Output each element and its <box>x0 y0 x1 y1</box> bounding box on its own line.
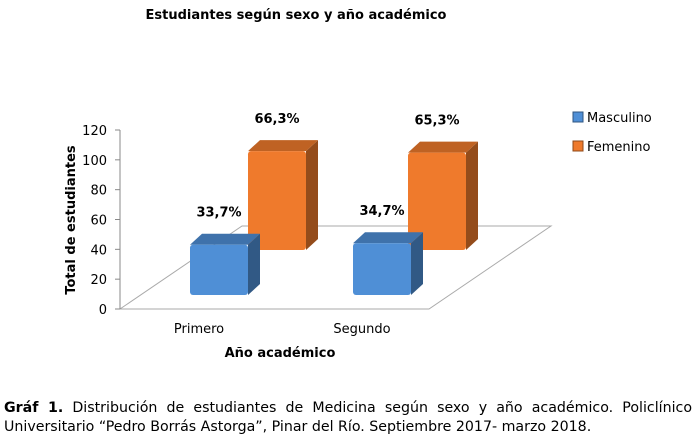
x-axis-label: Año académico <box>225 346 336 361</box>
legend-label: Femenino <box>587 140 651 155</box>
bar-top <box>190 233 260 245</box>
legend-swatch <box>572 111 584 123</box>
y-axis: 0 20 40 60 80 100 120 <box>82 124 121 318</box>
bar-femenino-primero <box>248 140 318 250</box>
bars <box>190 140 478 295</box>
value-labels: 66,3% 65,3% 33,7% 34,7% <box>196 112 459 221</box>
value-label: 34,7% <box>359 204 404 219</box>
legend-label: Masculino <box>587 111 652 126</box>
bar-side <box>466 141 478 250</box>
legend-swatch <box>572 140 584 152</box>
y-tick-label: 80 <box>90 184 107 199</box>
legend-item-masculino: Masculino <box>572 111 652 126</box>
y-tick-label: 60 <box>90 214 107 229</box>
y-tick-label: 0 <box>99 303 107 318</box>
bar-side <box>306 140 318 250</box>
bar-front <box>190 244 248 295</box>
y-tick-label: 100 <box>82 154 107 169</box>
caption-label: Gráf 1. <box>4 400 64 416</box>
y-tick-label: 40 <box>90 243 107 258</box>
value-label: 66,3% <box>254 112 299 127</box>
bar-top <box>353 232 423 244</box>
bar-front <box>408 152 466 250</box>
bar-front <box>353 243 411 295</box>
bar-masculino-segundo <box>353 232 423 295</box>
bar-side <box>248 233 260 295</box>
value-label: 33,7% <box>196 206 241 221</box>
bar-top <box>248 140 318 152</box>
legend: Masculino Femenino <box>572 111 652 155</box>
x-tick-label: Primero <box>174 322 224 337</box>
y-tick-label: 20 <box>90 273 107 288</box>
bar-top <box>408 141 478 153</box>
x-axis: Primero Segundo <box>174 322 391 337</box>
bar-side <box>411 232 423 295</box>
bar-masculino-primero <box>190 233 260 295</box>
x-tick-label: Segundo <box>333 322 390 337</box>
y-axis-label: Total de estudiantes <box>64 145 79 295</box>
chart: Estudiantes según sexo y año académico 0… <box>64 8 652 361</box>
value-label: 65,3% <box>414 114 459 129</box>
bar-femenino-segundo <box>408 141 478 250</box>
y-tick-label: 120 <box>82 124 107 139</box>
plot-floor <box>118 225 553 310</box>
chart-title: Estudiantes según sexo y año académico <box>146 8 447 23</box>
caption-text: Distribución de estudiantes de Medicina … <box>4 400 692 435</box>
figure-caption: Gráf 1. Distribución de estudiantes de M… <box>4 399 692 437</box>
bar-front <box>248 151 306 250</box>
legend-item-femenino: Femenino <box>572 140 651 155</box>
